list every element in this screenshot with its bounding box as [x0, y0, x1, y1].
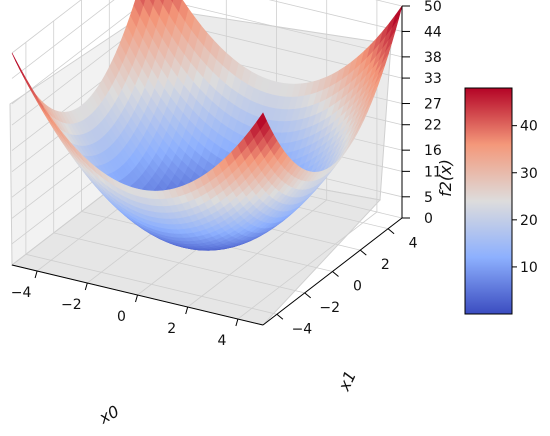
- y-tick-label: 2: [381, 257, 390, 273]
- x-tick: [34, 270, 38, 279]
- z-tick-label: 16: [424, 143, 442, 159]
- colorbar-tick-label: 20: [520, 213, 538, 229]
- y-tick-label: 0: [353, 279, 362, 295]
- z-tick-label: 33: [424, 71, 442, 87]
- surface-cell: [256, 112, 267, 131]
- x-tick-label: 2: [167, 321, 176, 337]
- x-tick: [185, 306, 189, 315]
- left-grid-z: [11, 0, 115, 79]
- y-tick: [276, 313, 284, 320]
- y-tick: [359, 249, 367, 256]
- back-grid-z: [162, 0, 403, 58]
- left-grid-z: [11, 0, 82, 54]
- z-tick-label: 44: [424, 24, 442, 40]
- z-tick-label: 27: [424, 97, 442, 113]
- z-axis-label: f2(x): [436, 159, 455, 197]
- y-tick: [332, 271, 339, 277]
- surface: [11, 0, 403, 251]
- x-tick-label: −2: [61, 297, 82, 313]
- left-grid-z: [11, 0, 148, 105]
- z-tick-label: 38: [424, 50, 442, 66]
- colorbar-ticks: 10 20 30 40: [512, 119, 538, 276]
- y-tick-label: −4: [292, 321, 313, 337]
- colorbar-tick-label: 30: [520, 166, 538, 182]
- x-tick-label: 0: [117, 309, 126, 325]
- x-tick: [135, 294, 138, 303]
- colorbar: [464, 87, 513, 315]
- z-tick-label: 5: [424, 190, 433, 206]
- colorbar-tick-label: 40: [520, 119, 538, 135]
- x-tick: [235, 318, 239, 327]
- z-tick-label: 50: [424, 0, 442, 15]
- x-tick: [84, 282, 88, 291]
- back-grid-z: [268, 0, 403, 32]
- floor-grid-y: [25, 253, 277, 315]
- x-axis-label: x0: [95, 402, 122, 428]
- y-tick-label: −2: [319, 300, 340, 316]
- y-tick: [304, 292, 312, 299]
- z-tick-label: 0: [424, 211, 433, 227]
- y-axis-label: x1: [334, 368, 360, 395]
- colorbar-tick-label: 10: [520, 260, 538, 276]
- x-tick-label: 4: [217, 333, 226, 349]
- x-tick-label: −4: [11, 285, 32, 301]
- y-tick: [387, 228, 395, 235]
- y-tick-label: 4: [409, 236, 418, 252]
- z-tick-label: 11: [424, 164, 442, 180]
- floor-grid-y: [53, 232, 305, 294]
- z-tick-label: 22: [424, 118, 442, 134]
